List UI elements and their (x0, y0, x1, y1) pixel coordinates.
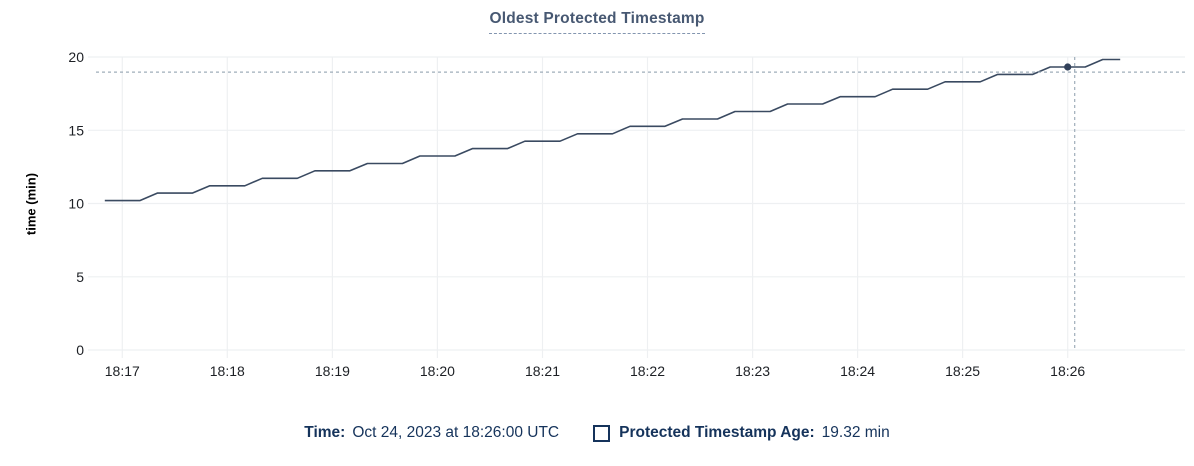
timeseries-line-chart[interactable]: 0 5 10 15 20 18:17 18:18 18:19 18:20 18:21 18:22 18… (0, 0, 1194, 410)
x-tick-label: 18:22 (630, 363, 665, 379)
hovered-data-point[interactable] (1064, 63, 1072, 71)
x-tick-label: 18:24 (840, 363, 875, 379)
chart-title[interactable]: Oldest Protected Timestamp (489, 10, 705, 34)
x-tick-label: 18:23 (735, 363, 770, 379)
x-tick-label: 18:17 (105, 363, 140, 379)
x-tick-label: 18:20 (420, 363, 455, 379)
legend-series-item[interactable]: Protected Timestamp Age: 19.32 min (593, 424, 890, 442)
legend-time-value: Oct 24, 2023 at 18:26:00 UTC (352, 424, 560, 441)
y-tick-label: 20 (68, 49, 84, 65)
chart-title-row: Oldest Protected Timestamp (0, 10, 1194, 34)
hover-legend: Time: Oct 24, 2023 at 18:26:00 UTC Prote… (0, 424, 1194, 442)
y-tick-label: 5 (76, 269, 84, 285)
x-tick-label: 18:26 (1050, 363, 1085, 379)
x-tick-label: 18:21 (525, 363, 560, 379)
y-tick-label: 0 (76, 342, 84, 358)
legend-time-label: Time: (304, 424, 346, 441)
protected-timestamp-age-line (104, 58, 1121, 202)
x-tick-label: 18:18 (210, 363, 245, 379)
legend-series-label: Protected Timestamp Age: (619, 424, 815, 441)
legend-time-group: Time: Oct 24, 2023 at 18:26:00 UTC (304, 424, 559, 442)
x-tick-label: 18:25 (945, 363, 980, 379)
y-tick-label: 10 (68, 196, 84, 212)
x-tick-label: 18:19 (315, 363, 350, 379)
legend-series-value: 19.32 min (821, 424, 890, 441)
series-swatch-icon[interactable] (593, 424, 611, 442)
y-tick-label: 15 (68, 122, 84, 138)
